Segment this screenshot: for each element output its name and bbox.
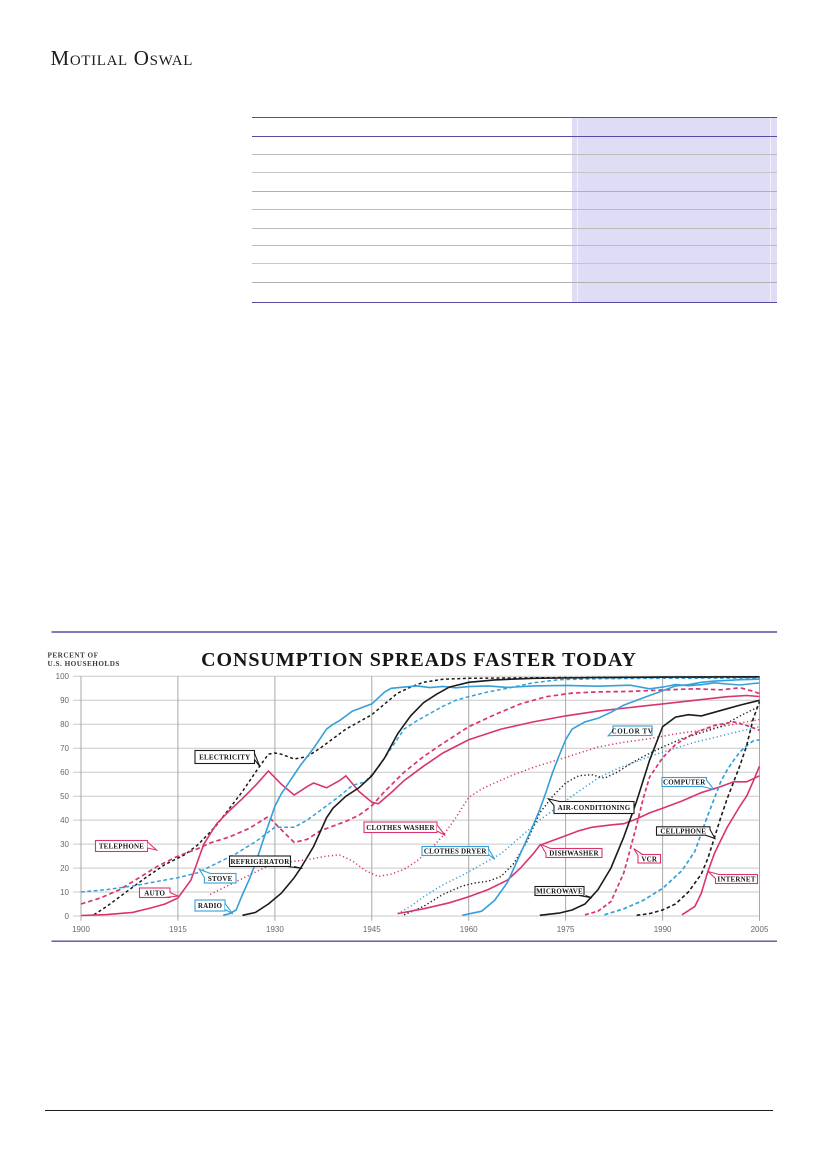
svg-text:REFRIGERATOR: REFRIGERATOR: [231, 858, 291, 866]
svg-text:COMPUTER: COMPUTER: [663, 779, 706, 787]
svg-text:DISHWASHER: DISHWASHER: [549, 850, 599, 858]
svg-text:VCR: VCR: [641, 855, 658, 863]
svg-text:1990: 1990: [654, 925, 672, 934]
svg-text:MICROWAVE: MICROWAVE: [536, 888, 583, 896]
svg-text:1915: 1915: [169, 925, 187, 934]
svg-text:1930: 1930: [266, 925, 284, 934]
svg-text:70: 70: [60, 744, 69, 753]
svg-text:80: 80: [60, 720, 69, 729]
svg-text:100: 100: [56, 672, 70, 681]
svg-text:0: 0: [65, 912, 70, 921]
svg-text:50: 50: [60, 792, 69, 801]
svg-text:U.S. HOUSEHOLDS: U.S. HOUSEHOLDS: [48, 660, 120, 668]
svg-text:COLOR TV: COLOR TV: [612, 727, 654, 735]
svg-text:CLOTHES DRYER: CLOTHES DRYER: [424, 848, 488, 856]
svg-text:1975: 1975: [557, 925, 575, 934]
svg-text:2005: 2005: [751, 925, 769, 934]
svg-text:CLOTHES WASHER: CLOTHES WASHER: [366, 824, 435, 832]
svg-text:CONSUMPTION SPREADS FASTER TOD: CONSUMPTION SPREADS FASTER TODAY: [201, 649, 637, 671]
svg-text:1945: 1945: [363, 925, 381, 934]
svg-text:30: 30: [60, 840, 69, 849]
svg-text:10: 10: [60, 888, 69, 897]
svg-text:INTERNET: INTERNET: [717, 876, 755, 884]
svg-text:AUTO: AUTO: [144, 889, 165, 897]
svg-text:RADIO: RADIO: [198, 902, 223, 910]
svg-text:TELEPHONE: TELEPHONE: [99, 843, 144, 851]
svg-text:CELLPHONE: CELLPHONE: [660, 828, 706, 836]
svg-text:40: 40: [60, 816, 69, 825]
svg-text:ELECTRICITY: ELECTRICITY: [199, 754, 250, 762]
svg-text:60: 60: [60, 768, 69, 777]
svg-text:20: 20: [60, 864, 69, 873]
svg-text:AIR-CONDITIONING: AIR-CONDITIONING: [558, 804, 631, 812]
svg-text:1900: 1900: [72, 925, 90, 934]
svg-text:1960: 1960: [460, 925, 478, 934]
svg-text:STOVE: STOVE: [208, 875, 233, 883]
svg-text:PERCENT OF: PERCENT OF: [48, 652, 99, 660]
svg-text:90: 90: [60, 696, 69, 705]
